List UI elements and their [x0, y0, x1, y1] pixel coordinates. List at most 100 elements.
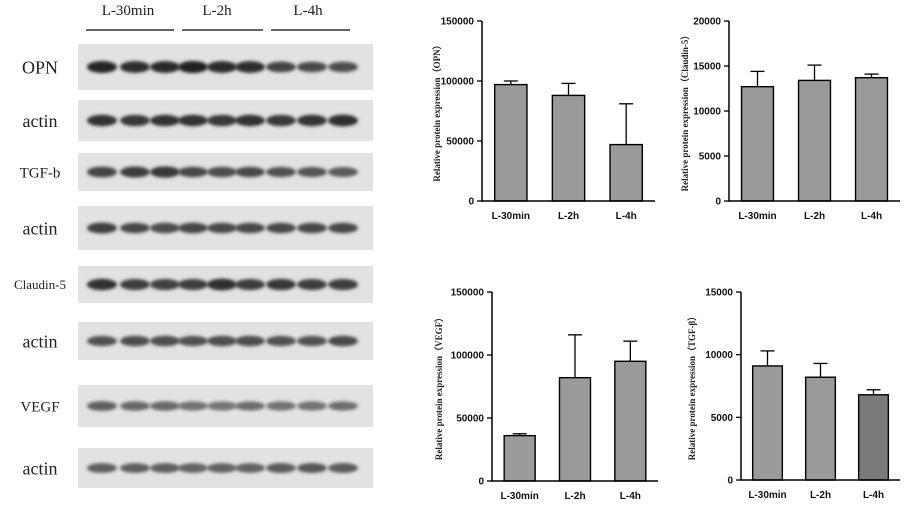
y-tick-label: 15000	[693, 62, 721, 73]
blot-band	[207, 166, 237, 178]
blot-band	[150, 166, 180, 178]
bar	[558, 376, 592, 482]
x-tick-label: L-4h	[616, 211, 637, 222]
bar	[614, 360, 647, 482]
blot-strip-2	[78, 153, 373, 191]
blot-band	[120, 463, 150, 473]
x-tick-label: L-2h	[810, 490, 831, 501]
blot-row-label: actin	[23, 218, 58, 238]
bar	[740, 85, 775, 202]
y-tick-label: 50000	[456, 414, 484, 425]
blot-band	[178, 401, 208, 411]
blot-band	[150, 61, 180, 73]
blot-band	[235, 335, 265, 347]
x-tick-label: L-30min	[748, 490, 786, 501]
y-axis-label: Relative protein expression（VEGF）	[434, 313, 444, 460]
blot-band	[297, 222, 327, 234]
blot-strip-5	[78, 322, 373, 360]
bar-chart-1: L-30min L-2h L-4h 0 5000 10000 15000 20000Relat…	[680, 17, 900, 222]
blot-strip-1	[78, 100, 373, 141]
blot-band	[150, 463, 180, 473]
y-tick-label: 0	[478, 477, 484, 488]
bar	[857, 394, 890, 481]
x-tick-label: L-2h	[804, 211, 825, 222]
y-tick-label: 100000	[441, 77, 475, 88]
blot-band	[87, 61, 117, 73]
blot-band	[328, 114, 358, 127]
blot-band	[328, 167, 358, 177]
blot-row-label: actin	[23, 458, 58, 478]
y-tick-label: 150000	[441, 17, 475, 28]
blot-band	[235, 401, 265, 411]
blot-band	[266, 114, 296, 127]
blot-band	[266, 61, 296, 73]
lane-group-label: L-2h	[202, 3, 232, 19]
blot-band	[297, 61, 327, 73]
y-tick-label: 0	[468, 197, 474, 208]
bar	[804, 376, 837, 481]
blot-band	[178, 114, 208, 127]
western-blot-panel: L-30min L-2h L-4h OPN actin TGF-b actin Claudin…	[14, 3, 373, 488]
blot-band	[235, 463, 265, 473]
bar	[797, 79, 832, 202]
x-tick-label: L-4h	[620, 491, 641, 502]
blot-band	[207, 335, 237, 347]
blot-band	[266, 335, 296, 347]
blot-band	[207, 114, 237, 127]
blot-band	[266, 166, 296, 178]
y-tick-label: 10000	[693, 107, 721, 118]
blot-band	[87, 222, 117, 234]
blot-band	[120, 335, 150, 347]
blot-strip-3	[78, 206, 373, 250]
blot-band	[266, 222, 296, 234]
bar	[503, 434, 536, 482]
blot-band	[178, 60, 208, 74]
blot-band	[120, 166, 150, 178]
blot-band	[178, 278, 208, 291]
bar	[551, 94, 586, 202]
blot-band	[87, 335, 117, 347]
blot-band	[235, 114, 265, 127]
y-tick-label: 50000	[446, 137, 474, 148]
blot-band	[266, 463, 296, 473]
blot-band	[150, 222, 180, 234]
y-axis-label: Relative protein expression（OPN）	[432, 40, 442, 181]
y-tick-label: 150000	[451, 288, 485, 299]
blot-row-label: OPN	[22, 57, 58, 77]
blot-band	[87, 278, 117, 291]
blot-band	[207, 401, 237, 411]
blot-band	[328, 335, 358, 347]
blot-band	[297, 401, 327, 411]
bar	[609, 143, 644, 202]
blot-band	[178, 463, 208, 473]
blot-row-label: actin	[23, 331, 58, 351]
x-tick-label: L-2h	[558, 211, 579, 222]
blot-band	[235, 222, 265, 234]
blot-band	[150, 335, 180, 347]
blot-band	[120, 61, 150, 73]
y-tick-label: 5000	[711, 413, 734, 424]
blot-strip-7	[78, 448, 373, 488]
bar	[493, 83, 528, 202]
blot-band	[207, 222, 237, 234]
blot-band	[297, 462, 327, 474]
bar-chart-2: L-30min L-2h L-4h 0 50000 100000 150000 Relativ…	[434, 288, 658, 502]
blot-row-label: actin	[23, 111, 58, 131]
y-tick-label: 10000	[705, 350, 733, 361]
y-tick-label: 0	[715, 197, 721, 208]
blot-band	[120, 222, 150, 234]
blot-row-label: Claudin-5	[14, 277, 66, 292]
blot-band	[150, 279, 180, 290]
blot-band	[297, 278, 327, 291]
y-axis-label: Relative protein expression（TGF-β）	[687, 312, 697, 460]
blot-band	[120, 278, 150, 291]
blot-band	[297, 335, 327, 347]
blot-band	[328, 463, 358, 473]
y-tick-label: 20000	[693, 17, 721, 28]
x-tick-label: L-30min	[500, 491, 538, 502]
lane-group-label: L-30min	[102, 3, 155, 19]
blot-band	[120, 401, 150, 411]
blot-band	[87, 114, 117, 127]
blot-band	[87, 166, 117, 178]
